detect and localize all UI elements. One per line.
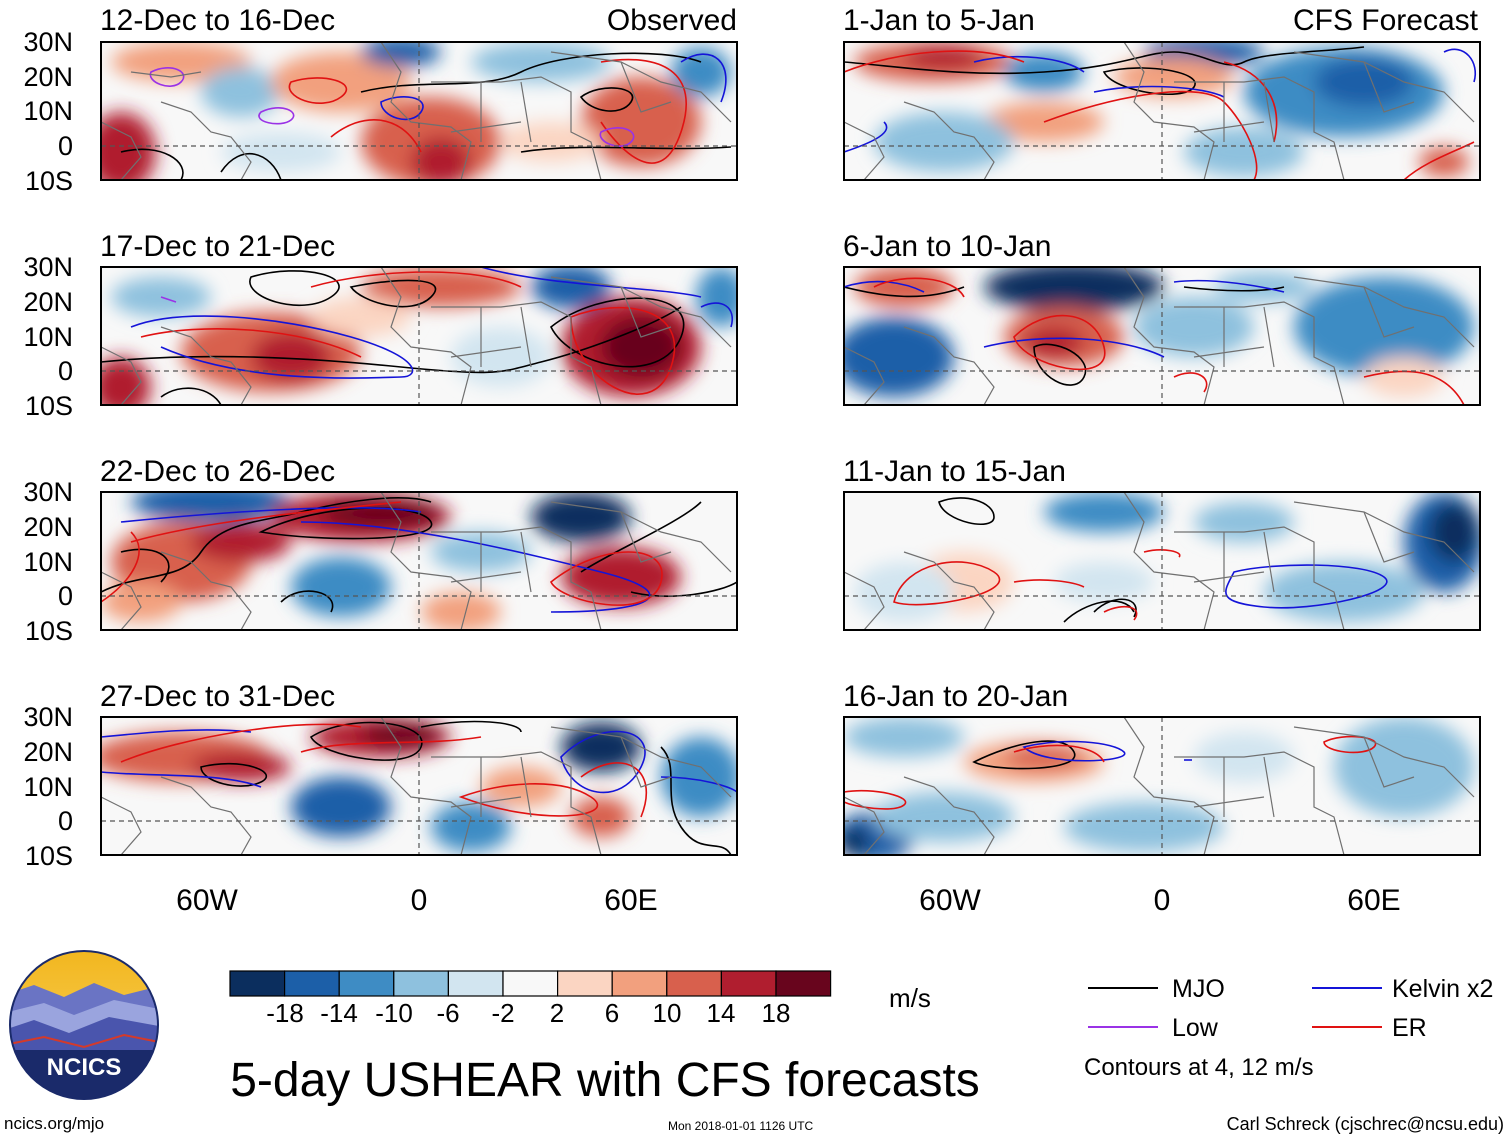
colorbar-swatch [393,970,449,997]
map-panel-obs-4 [100,716,738,856]
lat-label: 0 [58,131,73,161]
lat-label: 20N [23,737,73,767]
lat-label: 30N [23,702,73,732]
lon-label: 60W [176,884,238,917]
lat-label: 0 [58,581,73,611]
period-label-fc-2: 6-Jan to 10-Jan [843,230,1051,263]
legend-label-kelvin: Kelvin x2 [1392,975,1493,1003]
map-panel-fc-4 [843,716,1481,856]
lon-label: 60E [604,884,657,917]
colorbar-tick: 6 [605,998,619,1028]
lon-label: 0 [1154,884,1171,917]
period-label-obs-2: 17-Dec to 21-Dec [100,230,335,263]
colorbar: -18 -14 -10 -6 -2 2 6 10 14 18 m/s [229,970,931,1028]
colorbar-swatch [556,970,613,997]
lat-label: 10N [23,772,73,802]
lat-label: 10S [25,166,73,196]
period-label-obs-4: 27-Dec to 31-Dec [100,680,335,713]
lat-label: 10N [23,547,73,577]
forecast-label: CFS Forecast [1293,4,1479,37]
colorbar-swatch [229,970,286,997]
map-panel-fc-1 [843,41,1481,181]
legend: MJO Kelvin x2 Low ER Contours at 4, 12 m… [1084,975,1493,1081]
logo-text: NCICS [47,1054,122,1081]
colorbar-tick: 14 [707,998,736,1028]
period-label-fc-4: 16-Jan to 20-Jan [843,680,1068,713]
legend-label-mjo: MJO [1172,975,1225,1003]
lat-label: 30N [23,27,73,57]
period-label-fc-1: 1-Jan to 5-Jan [843,4,1035,37]
colorbar-swatch [611,970,668,997]
period-label-fc-3: 11-Jan to 15-Jan [843,455,1066,488]
colorbar-tick: -6 [436,998,459,1028]
colorbar-swatch [666,970,722,997]
footer-url[interactable]: ncics.org/mjo [4,1114,105,1133]
legend-label-low: Low [1172,1014,1219,1042]
map-panel-obs-1 [100,41,738,181]
lon-label: 60W [919,884,981,917]
lat-label: 20N [23,512,73,542]
lon-label: 60E [1347,884,1400,917]
colorbar-tick: 2 [550,998,564,1028]
lat-label: 10N [23,322,73,352]
lat-label: 30N [23,252,73,282]
footer-credit: Carl Schreck (cjschrec@ncsu.edu) [1226,1114,1504,1134]
colorbar-tick: -18 [266,998,304,1028]
legend-note: Contours at 4, 12 m/s [1084,1054,1313,1081]
colorbar-swatch [284,970,340,997]
lat-label: 20N [23,62,73,92]
map-panel-obs-2 [100,266,738,406]
colorbar-tick: -14 [320,998,358,1028]
colorbar-swatch [502,970,559,997]
map-panel-obs-3 [100,491,738,631]
lat-label: 0 [58,356,73,386]
period-label-obs-3: 22-Dec to 26-Dec [100,455,335,488]
legend-label-er: ER [1392,1014,1427,1042]
ncics-logo[interactable]: NCICS [4,945,164,1110]
lat-label: 10S [25,841,73,871]
headers: 12-Dec to 16-Dec 17-Dec to 21-Dec 22-Dec… [100,4,1479,713]
lat-label: 10S [25,391,73,421]
colorbar-tick: 10 [653,998,682,1028]
map-panel-fc-2 [843,266,1481,406]
lat-label: 20N [23,287,73,317]
colorbar-units: m/s [889,983,931,1013]
colorbar-swatch [447,970,504,997]
map-panel-fc-3 [843,491,1481,631]
footer-timestamp: Mon 2018-01-01 1126 UTC [668,1119,814,1133]
figure-title: 5-day USHEAR with CFS forecasts [230,1054,980,1107]
period-label-obs-1: 12-Dec to 16-Dec [100,4,335,37]
lat-labels-left: 30N 20N 10N 0 10S 30N 20N 10N 0 10S 30N … [23,27,73,871]
lat-label: 10N [23,96,73,126]
colorbar-swatch [775,970,832,997]
lat-label: 0 [58,806,73,836]
lat-label: 30N [23,477,73,507]
colorbar-tick: 18 [762,998,791,1028]
lon-labels: 60W 0 60E 60W 0 60E [176,884,1401,917]
colorbar-swatch [720,970,777,997]
lon-label: 0 [411,884,428,917]
colorbar-swatches [229,970,832,997]
observed-label: Observed [607,4,737,37]
colorbar-tick: -2 [491,998,514,1028]
colorbar-swatch [338,970,395,997]
lat-label: 10S [25,616,73,646]
colorbar-tick: -10 [375,998,413,1028]
colorbar-ticks: -18 -14 -10 -6 -2 2 6 10 14 18 [266,998,790,1028]
